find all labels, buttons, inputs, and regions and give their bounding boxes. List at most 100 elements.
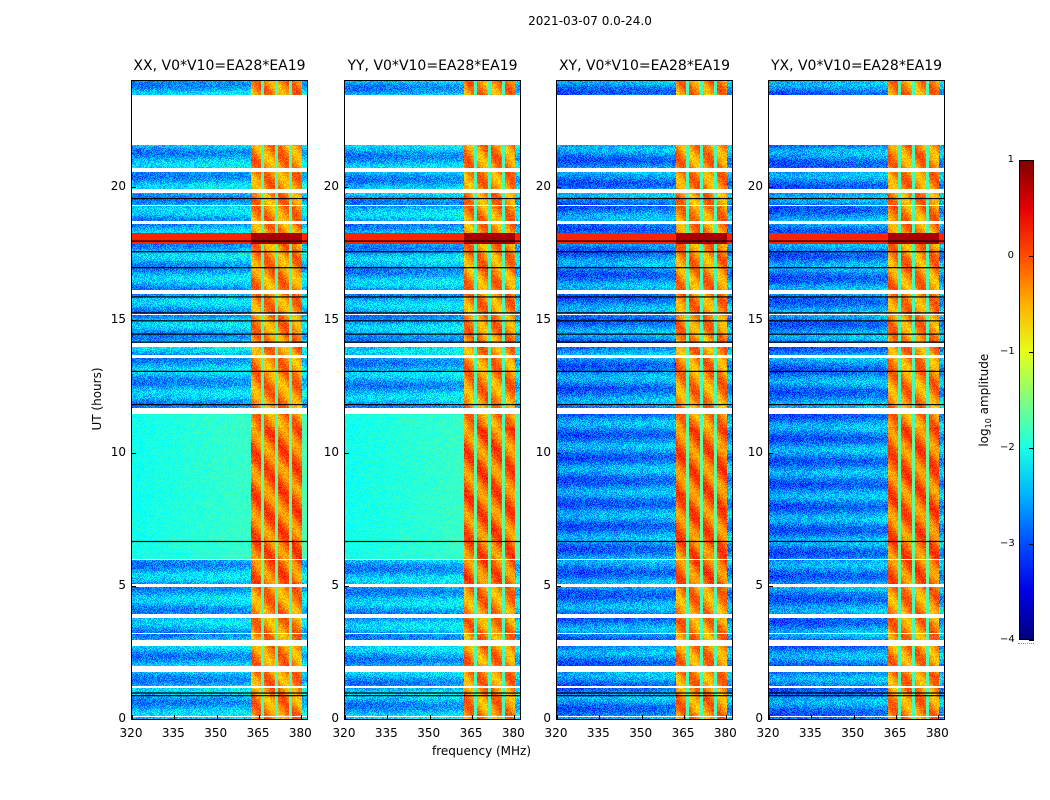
x-tick: [769, 715, 770, 719]
x-tick-label: 335: [374, 726, 398, 740]
y-tick-label: 15: [535, 312, 551, 327]
spectrogram-plot: [344, 80, 521, 720]
y-tick: [557, 586, 561, 588]
y-tick: [769, 586, 773, 588]
y-tick: [345, 586, 349, 588]
y-tick: [769, 187, 773, 189]
x-tick: [599, 715, 601, 719]
x-tick: [811, 715, 813, 719]
colorbar-tick: [1029, 544, 1034, 545]
x-tick-label: 380: [288, 726, 312, 740]
y-tick: [132, 320, 136, 322]
y-axis-label: UT (hours): [90, 367, 104, 431]
x-tick: [938, 715, 940, 719]
spectrogram-plot: [556, 80, 733, 720]
x-tick: [174, 715, 176, 719]
spectrogram-image: [769, 81, 944, 719]
x-tick-label: 350: [417, 726, 441, 740]
x-tick-label: 365: [459, 726, 483, 740]
x-tick-label: 350: [841, 726, 865, 740]
colorbar-tick-label: 1: [1007, 154, 1014, 165]
x-tick: [387, 715, 389, 719]
y-tick-label: 0: [755, 711, 763, 725]
x-tick-label: 335: [798, 726, 822, 740]
y-tick: [557, 187, 561, 189]
y-tick-label: 0: [331, 711, 339, 725]
x-axis-label: frequency (MHz): [432, 744, 532, 758]
y-tick-label: 15: [110, 312, 126, 327]
x-tick: [853, 715, 855, 719]
panel-title: YX, V0*V10=EA28*EA19: [770, 58, 943, 74]
y-tick-label: 20: [535, 179, 551, 194]
panel-xy: XY, V0*V10=EA28*EA19 0 5 10 15 20 320 335 350 365…: [536, 58, 737, 740]
y-tick: [557, 719, 561, 720]
y-tick: [345, 187, 349, 189]
y-tick: [132, 187, 136, 189]
y-tick: [769, 719, 773, 720]
colorbar: [1019, 160, 1034, 640]
x-tick: [557, 715, 558, 719]
x-tick-label: 350: [204, 726, 228, 740]
y-tick-label: 10: [747, 445, 763, 460]
x-tick: [216, 715, 218, 719]
y-tick: [345, 320, 349, 322]
y-tick-label: 15: [747, 312, 763, 327]
colorbar-tick: [1029, 448, 1034, 449]
y-tick-label: 5: [755, 578, 763, 593]
colorbar-extension: [1018, 643, 1034, 645]
y-tick: [557, 453, 561, 455]
colorbar-tick-label: 0: [1007, 250, 1014, 261]
y-tick: [132, 586, 136, 588]
colorbar-tick: [1029, 256, 1034, 257]
colorbar-label: log10 amplitude: [976, 353, 994, 447]
x-tick-label: 380: [925, 726, 949, 740]
spectrogram-plot: [768, 80, 945, 720]
y-tick: [557, 320, 561, 322]
x-tick-label: 365: [883, 726, 907, 740]
x-tick: [514, 715, 516, 719]
x-tick-label: 335: [161, 726, 185, 740]
y-tick-label: 5: [331, 578, 339, 593]
panel-yx: YX, V0*V10=EA28*EA19 0 5 10 15 20 320 335 350 365…: [748, 58, 949, 740]
colorbar-tick-label: −4: [1000, 634, 1015, 645]
y-tick-label: 20: [323, 179, 339, 194]
y-tick-label: 10: [535, 445, 551, 460]
y-tick-label: 5: [118, 578, 126, 593]
y-tick: [132, 453, 136, 455]
spectrogram-plot: [131, 80, 308, 720]
panel-xx: XX, V0*V10=EA28*EA19 0 5 10 15 20 320 335 350 365…: [111, 58, 312, 740]
y-tick: [132, 719, 136, 720]
y-tick: [345, 453, 349, 455]
colorbar-tick: [1029, 352, 1034, 353]
panel-title: YY, V0*V10=EA28*EA19: [347, 58, 518, 74]
x-tick-label: 380: [501, 726, 525, 740]
y-tick: [345, 719, 349, 720]
x-tick-label: 365: [246, 726, 270, 740]
x-tick: [896, 715, 898, 719]
panel-yy: YY, V0*V10=EA28*EA19 0 5 10 15 20 320 335 350 365…: [324, 58, 525, 740]
x-tick-label: 320: [119, 726, 143, 740]
y-tick-label: 0: [118, 711, 126, 725]
y-tick-label: 5: [543, 578, 551, 593]
x-tick-label: 335: [586, 726, 610, 740]
x-tick: [641, 715, 643, 719]
y-tick-label: 10: [110, 445, 126, 460]
spectrogram-image: [132, 81, 307, 719]
y-tick: [769, 320, 773, 322]
x-tick: [345, 715, 346, 719]
spectrogram-image: [345, 81, 520, 719]
x-tick: [259, 715, 261, 719]
x-tick-label: 320: [756, 726, 780, 740]
x-tick: [726, 715, 728, 719]
y-tick-label: 20: [110, 179, 126, 194]
x-tick: [684, 715, 686, 719]
x-tick: [429, 715, 431, 719]
colorbar-tick-label: −3: [1000, 538, 1015, 549]
colorbar-tick: [1029, 640, 1034, 641]
x-tick-label: 350: [629, 726, 653, 740]
colorbar-tick-label: −2: [1000, 442, 1015, 453]
figure-suptitle: 2021-03-07 0.0-24.0: [528, 14, 652, 28]
x-tick: [472, 715, 474, 719]
x-tick: [301, 715, 303, 719]
x-tick-label: 365: [671, 726, 695, 740]
